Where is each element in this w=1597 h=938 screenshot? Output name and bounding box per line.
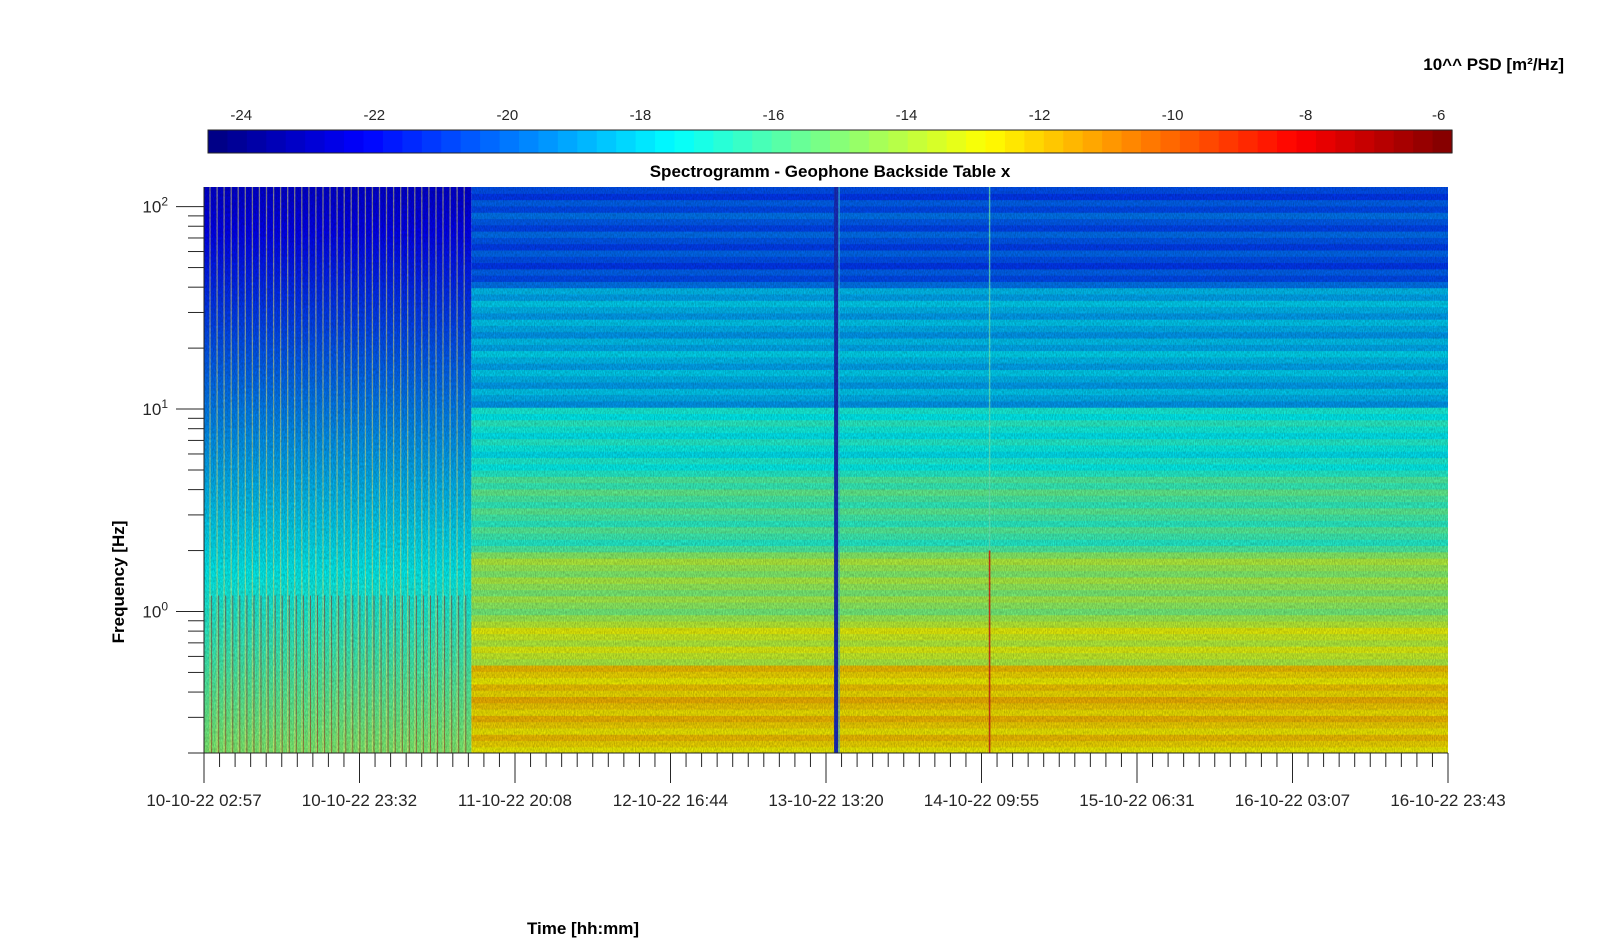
colorbar-cell <box>810 130 831 153</box>
colorbar-cell <box>1102 130 1123 153</box>
colorbar-tick-label: -12 <box>1029 107 1051 124</box>
colorbar-cell <box>1160 130 1181 153</box>
colorbar-cell <box>655 130 676 153</box>
x-tick-label: 15-10-22 06:31 <box>1079 791 1194 810</box>
colorbar-tick-label: -8 <box>1299 107 1312 124</box>
colorbar-cell <box>441 130 462 153</box>
y-tick-label: 100 <box>142 600 168 622</box>
colorbar-frame <box>207 129 1453 154</box>
colorbar-cell <box>1199 130 1220 153</box>
colorbar-cell <box>324 130 345 153</box>
x-tick-label: 16-10-22 23:43 <box>1390 791 1505 810</box>
colorbar-cell <box>1432 130 1453 153</box>
x-tick-label: 16-10-22 03:07 <box>1235 791 1350 810</box>
colorbar-cell <box>849 130 870 153</box>
colorbar-cell <box>421 130 442 153</box>
colorbar-cell <box>1063 130 1084 153</box>
colorbar-cell <box>1004 130 1025 153</box>
colorbar-cell <box>1393 130 1414 153</box>
colorbar-cell <box>985 130 1006 153</box>
colorbar-cell <box>752 130 773 153</box>
colorbar-tick-label: -24 <box>230 107 252 124</box>
colorbar-cell <box>830 130 851 153</box>
colorbar-cell <box>1043 130 1064 153</box>
colorbar-cell <box>596 130 617 153</box>
y-tick-label: 102 <box>142 195 168 217</box>
colorbar-cell <box>460 130 481 153</box>
colorbar-cell <box>557 130 578 153</box>
colorbar-cells <box>208 130 1453 153</box>
colorbar-cell <box>1257 130 1278 153</box>
colorbar-cell <box>402 130 423 153</box>
x-axis: 10-10-22 02:57 10-10-22 23:32 11-10-22 20:… <box>146 752 1506 810</box>
colorbar-cell <box>635 130 656 153</box>
colorbar-cell <box>499 130 520 153</box>
colorbar-cell <box>1024 130 1045 153</box>
colorbar-cell <box>1374 130 1395 153</box>
colorbar-cell <box>266 130 287 153</box>
colorbar-tick-label: -16 <box>763 107 785 124</box>
colorbar-cell <box>674 130 695 153</box>
colorbar-cell <box>538 130 559 153</box>
colorbar-cell <box>1141 130 1162 153</box>
colorbar: 10^^ PSD [m²/Hz] -24 -22 -20 -18 -16 -14 -12 -1… <box>207 55 1564 154</box>
colorbar-cell <box>771 130 792 153</box>
x-tick-label: 14-10-22 09:55 <box>924 791 1039 810</box>
colorbar-cell <box>1179 130 1200 153</box>
colorbar-cell <box>713 130 734 153</box>
colorbar-tick-label: -20 <box>497 107 519 124</box>
colorbar-tick-label: -6 <box>1432 107 1445 124</box>
colorbar-cell <box>285 130 306 153</box>
x-axis-label: Time [hh:mm] <box>527 919 639 938</box>
chart-title: Spectrogramm - Geophone Backside Table x <box>650 162 1011 181</box>
colorbar-cell <box>732 130 753 153</box>
colorbar-cell <box>1277 130 1298 153</box>
colorbar-cell <box>344 130 365 153</box>
colorbar-tick-label: -22 <box>363 107 385 124</box>
colorbar-cell <box>791 130 812 153</box>
colorbar-cell <box>382 130 403 153</box>
colorbar-cell <box>1354 130 1375 153</box>
noise-texture <box>204 187 1448 753</box>
colorbar-cell <box>363 130 384 153</box>
colorbar-cell <box>1082 130 1103 153</box>
colorbar-cell <box>1238 130 1259 153</box>
spectrogram-image <box>204 187 1448 753</box>
x-tick-label: 10-10-22 23:32 <box>302 791 417 810</box>
colorbar-cell <box>1335 130 1356 153</box>
colorbar-cell <box>1315 130 1336 153</box>
colorbar-cell <box>519 130 540 153</box>
colorbar-cell <box>868 130 889 153</box>
y-axis: 100 101 102 <box>142 187 205 754</box>
colorbar-cell <box>888 130 909 153</box>
x-tick-label: 13-10-22 13:20 <box>768 791 883 810</box>
colorbar-cell <box>616 130 637 153</box>
colorbar-cell <box>305 130 326 153</box>
colorbar-tick-label: -10 <box>1162 107 1184 124</box>
colorbar-cell <box>966 130 987 153</box>
colorbar-cell <box>227 130 248 153</box>
colorbar-cell <box>1296 130 1317 153</box>
colorbar-label: 10^^ PSD [m²/Hz] <box>1423 55 1564 74</box>
colorbar-tick-label: -14 <box>896 107 918 124</box>
colorbar-cell <box>1218 130 1239 153</box>
colorbar-cell <box>577 130 598 153</box>
colorbar-cell <box>1121 130 1142 153</box>
colorbar-cell <box>693 130 714 153</box>
colorbar-cell <box>946 130 967 153</box>
colorbar-cell <box>1413 130 1434 153</box>
y-axis-label: Frequency [Hz] <box>109 521 128 644</box>
colorbar-ticks: -24 -22 -20 -18 -16 -14 -12 -10 -8 -6 <box>230 107 1445 137</box>
x-tick-label: 12-10-22 16:44 <box>613 791 728 810</box>
colorbar-tick-label: -18 <box>630 107 652 124</box>
colorbar-cell <box>246 130 267 153</box>
colorbar-cell <box>480 130 501 153</box>
y-tick-label: 101 <box>142 397 168 419</box>
x-tick-label: 10-10-22 02:57 <box>146 791 261 810</box>
colorbar-cell <box>927 130 948 153</box>
x-tick-label: 11-10-22 20:08 <box>458 791 572 810</box>
colorbar-cell <box>907 130 928 153</box>
colorbar-cell <box>208 130 229 153</box>
